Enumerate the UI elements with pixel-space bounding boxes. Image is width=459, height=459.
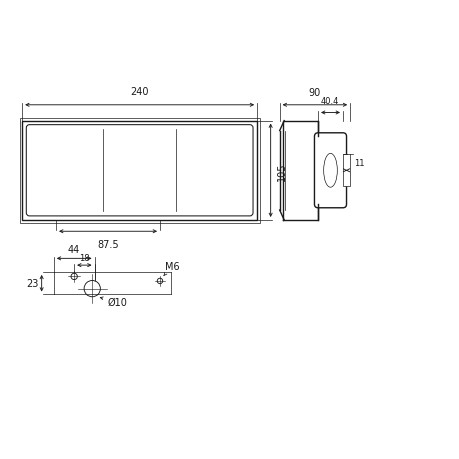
Bar [19, 118, 259, 223]
Polygon shape [283, 121, 317, 220]
FancyBboxPatch shape [26, 125, 252, 217]
Text: Ø10: Ø10 [100, 297, 128, 307]
Text: 105: 105 [277, 162, 287, 181]
Text: 87.5: 87.5 [97, 240, 118, 249]
Text: 23: 23 [27, 279, 39, 289]
Text: 11: 11 [353, 158, 364, 168]
Text: 40.4: 40.4 [320, 97, 339, 106]
Ellipse shape [323, 154, 336, 188]
Text: 90: 90 [308, 88, 320, 97]
Text: M6: M6 [163, 261, 179, 276]
Text: 44: 44 [68, 244, 80, 254]
Bar [22, 121, 257, 220]
FancyBboxPatch shape [314, 134, 346, 208]
Bar [342, 155, 349, 187]
Text: 18: 18 [79, 253, 90, 262]
Text: 240: 240 [130, 87, 149, 96]
